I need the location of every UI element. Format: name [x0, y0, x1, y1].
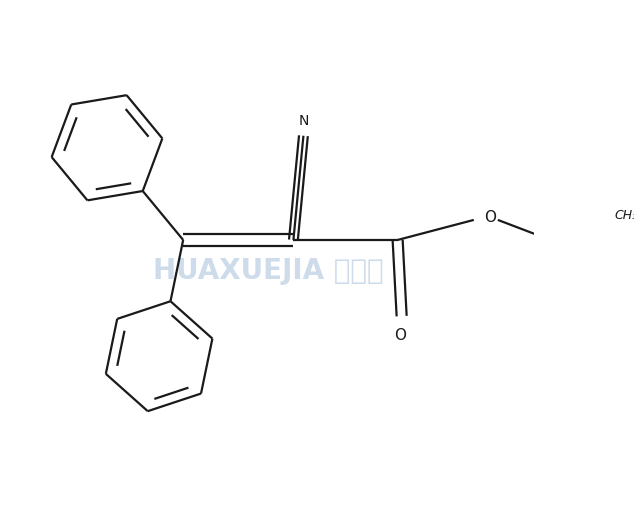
Text: N: N [298, 114, 309, 128]
Text: CH₃: CH₃ [614, 210, 634, 223]
Text: HUAXUEJIA 化学加: HUAXUEJIA 化学加 [153, 257, 384, 285]
Text: O: O [394, 328, 406, 343]
Text: O: O [484, 211, 496, 225]
